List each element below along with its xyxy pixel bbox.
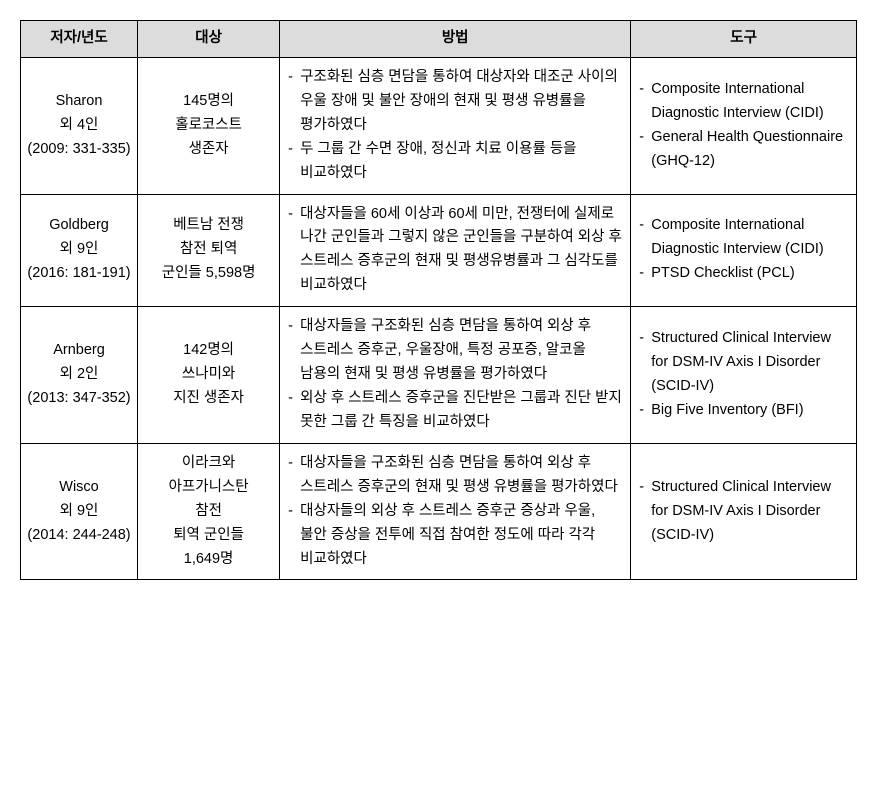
research-table: 저자/년도 대상 방법 도구 Sharon외 4인(2009: 331-335)… [20,20,857,580]
header-method: 방법 [280,21,631,58]
tool-item: Big Five Inventory (BFI) [637,399,850,423]
table-body: Sharon외 4인(2009: 331-335)145명의홀로코스트생존자구조… [21,57,857,580]
cell-method: 대상자들을 60세 이상과 60세 미만, 전쟁터에 실제로 나간 군인들과 그… [280,194,631,307]
tool-item: Composite International Diagnostic Inter… [637,214,850,262]
cell-tool: Structured Clinical Interview for DSM-IV… [631,307,857,444]
cell-subject: 142명의쓰나미와지진 생존자 [138,307,280,444]
method-item: 구조화된 심층 면담을 통하여 대상자와 대조군 사이의 우울 장애 및 불안 … [286,66,624,138]
tool-item: General Health Questionnaire (GHQ-12) [637,126,850,174]
method-item: 대상자들을 60세 이상과 60세 미만, 전쟁터에 실제로 나간 군인들과 그… [286,203,624,299]
table-row: Goldberg외 9인(2016: 181-191)베트남 전쟁참전 퇴역군인… [21,194,857,307]
tool-item: PTSD Checklist (PCL) [637,262,850,286]
cell-subject: 이라크와아프가니스탄참전퇴역 군인들1,649명 [138,443,280,580]
tool-item: Structured Clinical Interview for DSM-IV… [637,476,850,548]
cell-author: Sharon외 4인(2009: 331-335) [21,57,138,194]
method-item: 대상자들의 외상 후 스트레스 증후군 증상과 우울, 불안 증상을 전투에 직… [286,500,624,572]
cell-tool: Structured Clinical Interview for DSM-IV… [631,443,857,580]
cell-subject: 베트남 전쟁참전 퇴역군인들 5,598명 [138,194,280,307]
tool-item: Structured Clinical Interview for DSM-IV… [637,327,850,399]
cell-tool: Composite International Diagnostic Inter… [631,194,857,307]
header-tool: 도구 [631,21,857,58]
table-row: Sharon외 4인(2009: 331-335)145명의홀로코스트생존자구조… [21,57,857,194]
table-row: Wisco외 9인(2014: 244-248)이라크와아프가니스탄참전퇴역 군… [21,443,857,580]
cell-method: 구조화된 심층 면담을 통하여 대상자와 대조군 사이의 우울 장애 및 불안 … [280,57,631,194]
method-item: 대상자들을 구조화된 심층 면담을 통하여 외상 후 스트레스 증후군, 우울장… [286,315,624,387]
method-item: 대상자들을 구조화된 심층 면담을 통하여 외상 후 스트레스 증후군의 현재 … [286,452,624,500]
header-subject: 대상 [138,21,280,58]
table-header-row: 저자/년도 대상 방법 도구 [21,21,857,58]
tool-item: Composite International Diagnostic Inter… [637,78,850,126]
cell-author: Arnberg외 2인(2013: 347-352) [21,307,138,444]
method-item: 외상 후 스트레스 증후군을 진단받은 그룹과 진단 받지 못한 그룹 간 특징… [286,387,624,435]
cell-author: Goldberg외 9인(2016: 181-191) [21,194,138,307]
method-item: 두 그룹 간 수면 장애, 정신과 치료 이용률 등을 비교하였다 [286,138,624,186]
cell-method: 대상자들을 구조화된 심층 면담을 통하여 외상 후 스트레스 증후군, 우울장… [280,307,631,444]
table-row: Arnberg외 2인(2013: 347-352)142명의쓰나미와지진 생존… [21,307,857,444]
cell-author: Wisco외 9인(2014: 244-248) [21,443,138,580]
cell-subject: 145명의홀로코스트생존자 [138,57,280,194]
header-author: 저자/년도 [21,21,138,58]
cell-tool: Composite International Diagnostic Inter… [631,57,857,194]
cell-method: 대상자들을 구조화된 심층 면담을 통하여 외상 후 스트레스 증후군의 현재 … [280,443,631,580]
